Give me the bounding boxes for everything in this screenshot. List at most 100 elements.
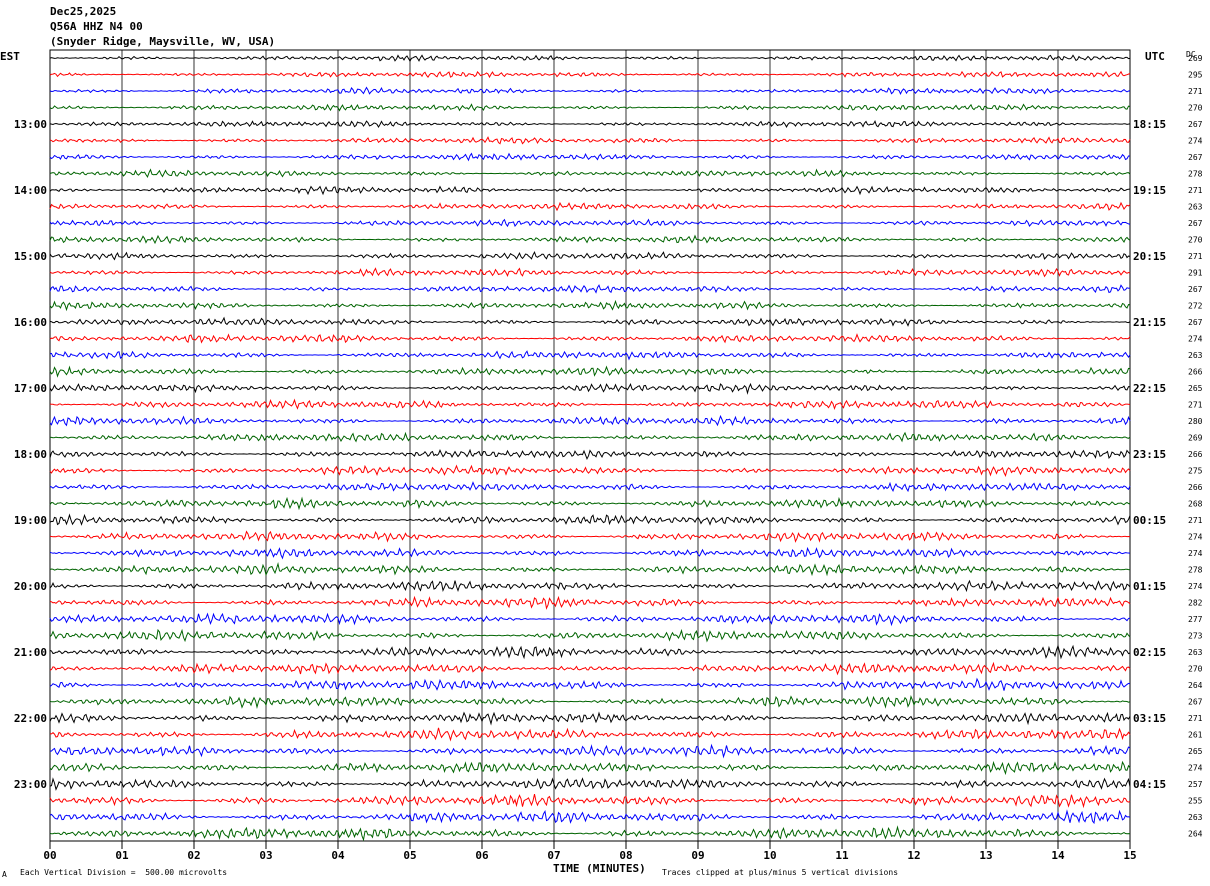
dc-offset-label: 270: [1188, 104, 1203, 113]
right-hour-label: 03:15: [1133, 712, 1166, 725]
trace-line: [49, 546, 1131, 560]
dc-offset-label: 291: [1188, 269, 1203, 278]
dc-offset-label: 278: [1188, 566, 1203, 575]
trace-line: [49, 382, 1131, 395]
dc-offset-label: 274: [1188, 549, 1203, 558]
dc-offset-label: 265: [1188, 384, 1203, 393]
x-tick-label: 01: [115, 849, 129, 862]
dc-offset-label: 261: [1188, 731, 1203, 740]
right-hour-label: 20:15: [1133, 250, 1166, 263]
left-hour-label: 22:00: [14, 712, 47, 725]
dc-offset-label: 266: [1188, 483, 1203, 492]
x-tick-label: 10: [763, 849, 776, 862]
trace-line: [49, 250, 1131, 261]
trace-line: [49, 694, 1131, 709]
left-hour-label: 19:00: [14, 514, 47, 527]
trace-line: [49, 711, 1131, 726]
dc-offset-label: 295: [1188, 71, 1203, 80]
dc-offset-label: 275: [1188, 467, 1203, 476]
dc-offset-label: 269: [1188, 434, 1203, 443]
trace-line: [49, 481, 1131, 493]
clip-note: Traces clipped at plus/minus 5 vertical …: [662, 868, 899, 877]
dc-offset-label: 267: [1188, 698, 1203, 707]
trace-line: [49, 809, 1131, 825]
right-hour-label: 21:15: [1133, 316, 1166, 329]
trace-line: [49, 168, 1131, 179]
dc-offset-label: 273: [1188, 632, 1203, 641]
dc-offset-label: 280: [1188, 417, 1203, 426]
x-axis-title: TIME (MINUTES): [553, 862, 646, 875]
date-label: Dec25,2025: [50, 5, 117, 18]
x-tick-label: 09: [691, 849, 704, 862]
right-hour-label: 19:15: [1133, 184, 1166, 197]
trace-line: [49, 561, 1131, 577]
right-hour-label: 02:15: [1133, 646, 1166, 659]
dc-offset-label: 270: [1188, 236, 1203, 245]
trace-line: [49, 136, 1131, 145]
trace-line: [49, 398, 1131, 411]
trace-line: [49, 185, 1131, 196]
trace-line: [49, 513, 1131, 526]
dc-offset-label: 267: [1188, 285, 1203, 294]
dc-offset-label: 274: [1188, 764, 1203, 773]
right-hour-label: 04:15: [1133, 778, 1166, 791]
trace-line: [49, 152, 1130, 162]
trace-line: [49, 103, 1131, 112]
trace-line: [49, 464, 1131, 477]
left-hour-label: 18:00: [14, 448, 47, 461]
x-tick-label: 04: [331, 849, 345, 862]
dc-offset-label: 271: [1188, 714, 1203, 723]
trace-line: [49, 628, 1131, 643]
x-tick-label: 05: [403, 849, 416, 862]
dc-offset-label: 282: [1188, 599, 1203, 608]
trace-line: [49, 743, 1131, 759]
dc-offset-label: 271: [1188, 87, 1203, 96]
trace-line: [49, 299, 1131, 312]
left-hour-label: 23:00: [14, 778, 47, 791]
dc-offset-label: 274: [1188, 335, 1203, 344]
trace-line: [49, 333, 1131, 344]
right-timezone-label: UTC: [1145, 50, 1165, 63]
left-timezone-label: EST: [0, 50, 20, 63]
trace-line: [49, 530, 1131, 543]
x-tick-label: 12: [907, 849, 920, 862]
x-tick-label: 07: [547, 849, 560, 862]
right-hour-label: 00:15: [1133, 514, 1166, 527]
x-tick-label: 11: [835, 849, 849, 862]
trace-line: [49, 201, 1131, 212]
trace-line: [49, 119, 1131, 128]
trace-line: [49, 496, 1131, 511]
x-tick-label: 15: [1123, 849, 1136, 862]
trace-line: [49, 448, 1131, 461]
trace-line: [49, 677, 1131, 691]
trace-line: [49, 612, 1131, 627]
left-hour-label: 14:00: [14, 184, 47, 197]
trace-line: [49, 365, 1131, 378]
left-hour-label: 13:00: [14, 118, 47, 131]
dc-offset-label: 271: [1188, 516, 1203, 525]
trace-line: [49, 414, 1131, 427]
dc-offset-label: 267: [1188, 153, 1203, 162]
dc-offset-label: 263: [1188, 648, 1203, 657]
trace-line: [49, 350, 1131, 361]
plot-frame: [49, 49, 1131, 842]
dc-offset-label: 267: [1188, 219, 1203, 228]
dc-offset-label: 264: [1188, 681, 1203, 690]
left-hour-label: 21:00: [14, 646, 47, 659]
left-hour-label: 17:00: [14, 382, 47, 395]
location-label: (Snyder Ridge, Maysville, WV, USA): [50, 35, 276, 48]
dc-offset-label: 263: [1188, 813, 1203, 822]
right-hour-label: 23:15: [1133, 448, 1166, 461]
dc-offset-label: 271: [1188, 401, 1203, 410]
dc-offset-label: 271: [1188, 186, 1203, 195]
trace-line: [49, 316, 1131, 327]
dc-offset-label: 266: [1188, 450, 1203, 459]
trace-line: [49, 595, 1131, 610]
x-tick-label: 00: [43, 849, 56, 862]
corner-mark: A: [2, 870, 7, 879]
dc-offset-label: 255: [1188, 797, 1203, 806]
trace-line: [49, 284, 1131, 294]
dc-offset-label: 263: [1188, 351, 1203, 360]
x-tick-label: 08: [619, 849, 632, 862]
